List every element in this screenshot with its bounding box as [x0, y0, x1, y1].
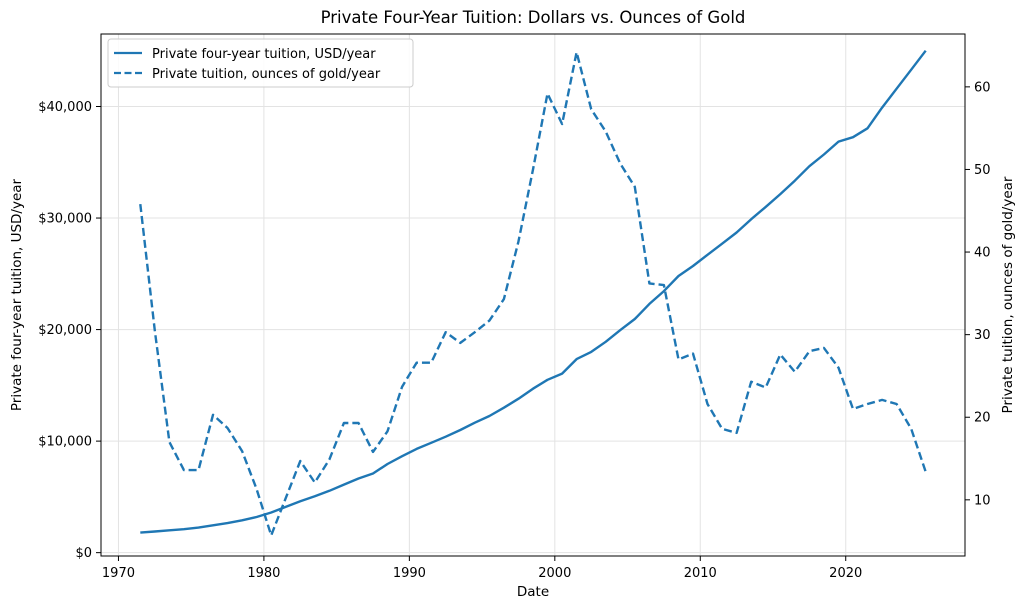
series-layer [139, 49, 927, 537]
y-left-tick-label: $10,000 [38, 435, 92, 450]
x-tick-label: 2010 [684, 566, 717, 581]
x-tick-label: 1990 [393, 566, 426, 581]
y-right-tick-label: 60 [974, 80, 991, 95]
y-left-tick-label: $20,000 [38, 323, 92, 338]
y-right-tick-label: 40 [974, 246, 991, 261]
y-axis-left-label: Private four-year tuition, USD/year [9, 178, 25, 411]
y-right-tick-label: 10 [974, 493, 991, 508]
y-right-tick-label: 50 [974, 163, 991, 178]
legend: Private four-year tuition, USD/year Priv… [107, 38, 414, 88]
x-tick-label: 1970 [102, 566, 135, 581]
plot-frame [100, 33, 966, 557]
x-axis: 1970 1980 1990 2000 2010 2020 [102, 556, 862, 581]
y-axis-right: 10 20 30 40 50 60 [965, 80, 991, 508]
x-axis-label: Date [517, 584, 549, 600]
y-left-tick-label: $0 [75, 546, 92, 561]
y-left-tick-label: $30,000 [38, 212, 92, 227]
x-tick-label: 1980 [247, 566, 280, 581]
x-tick-label: 2020 [829, 566, 862, 581]
chart-title: Private Four-Year Tuition: Dollars vs. O… [321, 8, 746, 27]
series-line-gold [139, 51, 927, 537]
y-right-tick-label: 30 [974, 328, 991, 343]
y-left-tick-label: $40,000 [38, 100, 92, 115]
legend-frame [107, 38, 414, 88]
y-right-tick-label: 20 [974, 411, 991, 426]
x-tick-label: 2000 [538, 566, 571, 581]
y-axis-left: $0 $10,000 $20,000 $30,000 $40,000 [38, 100, 101, 561]
legend-label-gold: Private tuition, ounces of gold/year [152, 67, 381, 82]
series-line-usd [140, 49, 927, 534]
y-axis-right-label: Private tuition, ounces of gold/year [1000, 176, 1016, 413]
legend-label-usd: Private four-year tuition, USD/year [152, 47, 376, 62]
grid [101, 34, 965, 556]
